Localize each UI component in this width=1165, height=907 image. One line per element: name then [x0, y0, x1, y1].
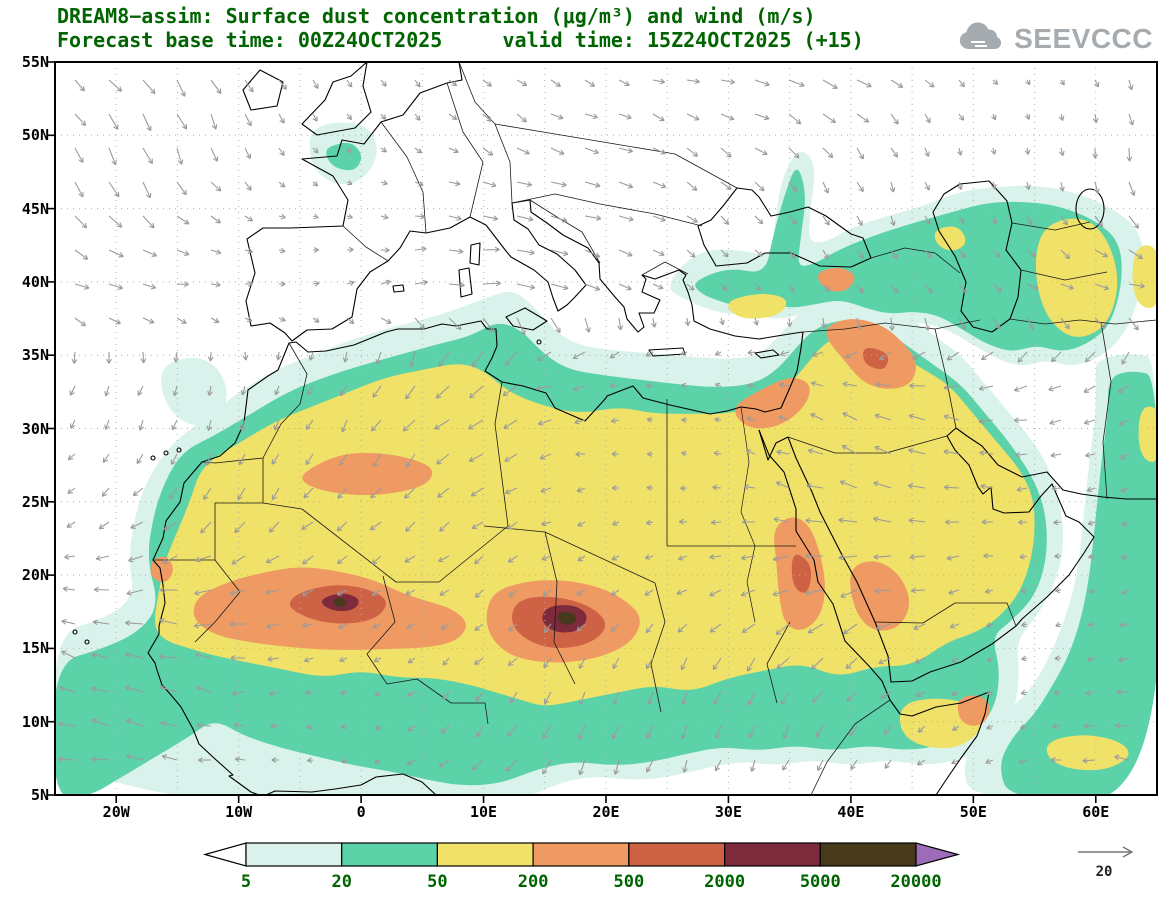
coast-arabia-iran — [787, 427, 1157, 683]
lat-tick-label: 40N — [21, 272, 49, 291]
coast-gulf-of-guinea — [265, 773, 437, 795]
colorbar: 5 20 50 200 500 2000 5000 20000 — [202, 841, 962, 897]
colorbar-box-50 — [436, 842, 534, 867]
colorbar-box-500 — [628, 842, 726, 867]
lat-tick-label: 55N — [21, 53, 49, 71]
lat-tick-label: 35N — [21, 346, 49, 365]
lon-tick-label: 10W — [225, 803, 253, 821]
colorbar-svg: 5 20 50 200 500 2000 5000 20000 — [202, 842, 961, 892]
island-canary-1 — [150, 455, 156, 461]
colorbar-box-5 — [245, 842, 343, 867]
contour-yellow-right-upper — [1132, 245, 1157, 308]
coastlines — [72, 62, 1157, 795]
coast-red-sea-africa — [758, 429, 990, 795]
lat-tick-label: 25N — [21, 492, 49, 511]
colorbar-arrow-low — [202, 842, 247, 867]
contour-teal-france-spot — [326, 142, 362, 171]
lat-tick-label: 20N — [21, 566, 49, 585]
colorbar-box-200 — [532, 842, 630, 867]
lat-tick-label: 10N — [21, 712, 49, 731]
contour-yellow-right-mid — [1138, 406, 1157, 462]
graticule — [55, 62, 1157, 795]
island-majorca — [392, 284, 405, 293]
lon-tick-label: 20E — [592, 803, 620, 821]
colorbar-label-2000: 2000 — [704, 872, 745, 892]
colorbar-arrow-high — [915, 842, 961, 867]
lat-tick-label: 5N — [30, 786, 49, 804]
contour-salmon-sw-arabia — [850, 561, 910, 631]
cloud-icon — [959, 22, 1002, 49]
wind-reference-value: 20 — [1096, 864, 1113, 880]
colorbar-label-20: 20 — [331, 872, 351, 892]
contour-teal-arabian-sea-right — [1001, 371, 1157, 795]
lon-tick-label: 60E — [1082, 803, 1110, 821]
island-crete — [648, 347, 686, 357]
coast-caspian-sea — [932, 180, 1022, 333]
lon-tick-label: 10E — [470, 803, 498, 821]
island-sardinia — [458, 267, 473, 298]
coast-sinai — [758, 429, 789, 461]
lon-tick-label: 50E — [959, 803, 987, 821]
island-great-britain — [301, 62, 372, 136]
lat-tick-label: 15N — [21, 639, 49, 658]
island-canary-3 — [176, 447, 182, 453]
wind-reference: 20 — [1078, 846, 1134, 880]
axis-ticks — [47, 61, 1097, 803]
chart-title-line2: Forecast base time: 00Z24OCT2025 valid t… — [57, 28, 864, 52]
coast-black-sea — [697, 187, 872, 268]
wind-vectors — [57, 78, 1145, 776]
contour-dark-chad-center — [557, 611, 577, 625]
island-sicily — [505, 307, 548, 331]
island-canary-2 — [163, 450, 169, 456]
contour-salmon-ne-turkey — [817, 267, 855, 292]
island-capeverde-2 — [84, 639, 90, 645]
island-corsica — [469, 242, 481, 266]
map-svg — [47, 61, 1158, 803]
island-malta — [536, 339, 542, 345]
wind-vector-field — [57, 78, 1145, 776]
contour-salmon-horn — [957, 695, 990, 726]
lat-tick-label: 30N — [21, 419, 49, 438]
contour-brick-mesopotamia-core — [863, 348, 889, 370]
logo-text: SEEVCCC — [1014, 23, 1153, 54]
seevccc-logo: SEEVCCC — [955, 22, 1153, 56]
country-borders — [153, 62, 1157, 795]
coast-aral-sea — [1075, 188, 1105, 230]
colorbar-label-20000: 20000 — [890, 872, 941, 892]
lon-tick-label: 30E — [714, 803, 742, 821]
colorbar-label-200: 200 — [518, 872, 549, 892]
lon-tick-label: 0 — [356, 803, 366, 821]
contour-yellow-bottom-right — [1046, 735, 1129, 771]
island-cyprus — [754, 349, 780, 359]
colorbar-label-5000: 5000 — [800, 872, 841, 892]
contour-brick-sudan-core — [791, 554, 812, 593]
contour-dark-west-center — [333, 597, 347, 607]
lon-tick-label: 20W — [102, 803, 130, 821]
coast-europe-africa — [147, 62, 804, 795]
colorbar-box-5000 — [819, 842, 917, 867]
lon-tick-label: 40E — [837, 803, 865, 821]
colorbar-label-500: 500 — [614, 872, 645, 892]
colorbar-box-2000 — [723, 842, 821, 867]
contour-yellow-turkey — [728, 294, 787, 319]
contour-yellow-caucasus — [934, 226, 966, 251]
colorbar-label-50: 50 — [427, 872, 447, 892]
chart-title-line1: DREAM8−assim: Surface dust concentration… — [57, 4, 816, 28]
lat-tick-label: 50N — [21, 126, 49, 145]
contour-cyan-morocco-coast — [161, 357, 227, 425]
colorbar-label-5: 5 — [241, 872, 251, 892]
colorbar-box-20 — [341, 842, 438, 867]
dust-map: 20W 10W 0 10E 20E 30E 40E 50E 60E 55N 50N 45N 40N 35N… — [22, 53, 1158, 821]
contour-salmon-levant — [735, 378, 810, 429]
map-frame — [54, 61, 1158, 796]
lat-tick-label: 45N — [21, 199, 49, 218]
contour-salmon-central-algeria — [302, 452, 433, 496]
wind-reference-arrow — [1078, 846, 1134, 858]
island-capeverde-1 — [72, 629, 78, 635]
